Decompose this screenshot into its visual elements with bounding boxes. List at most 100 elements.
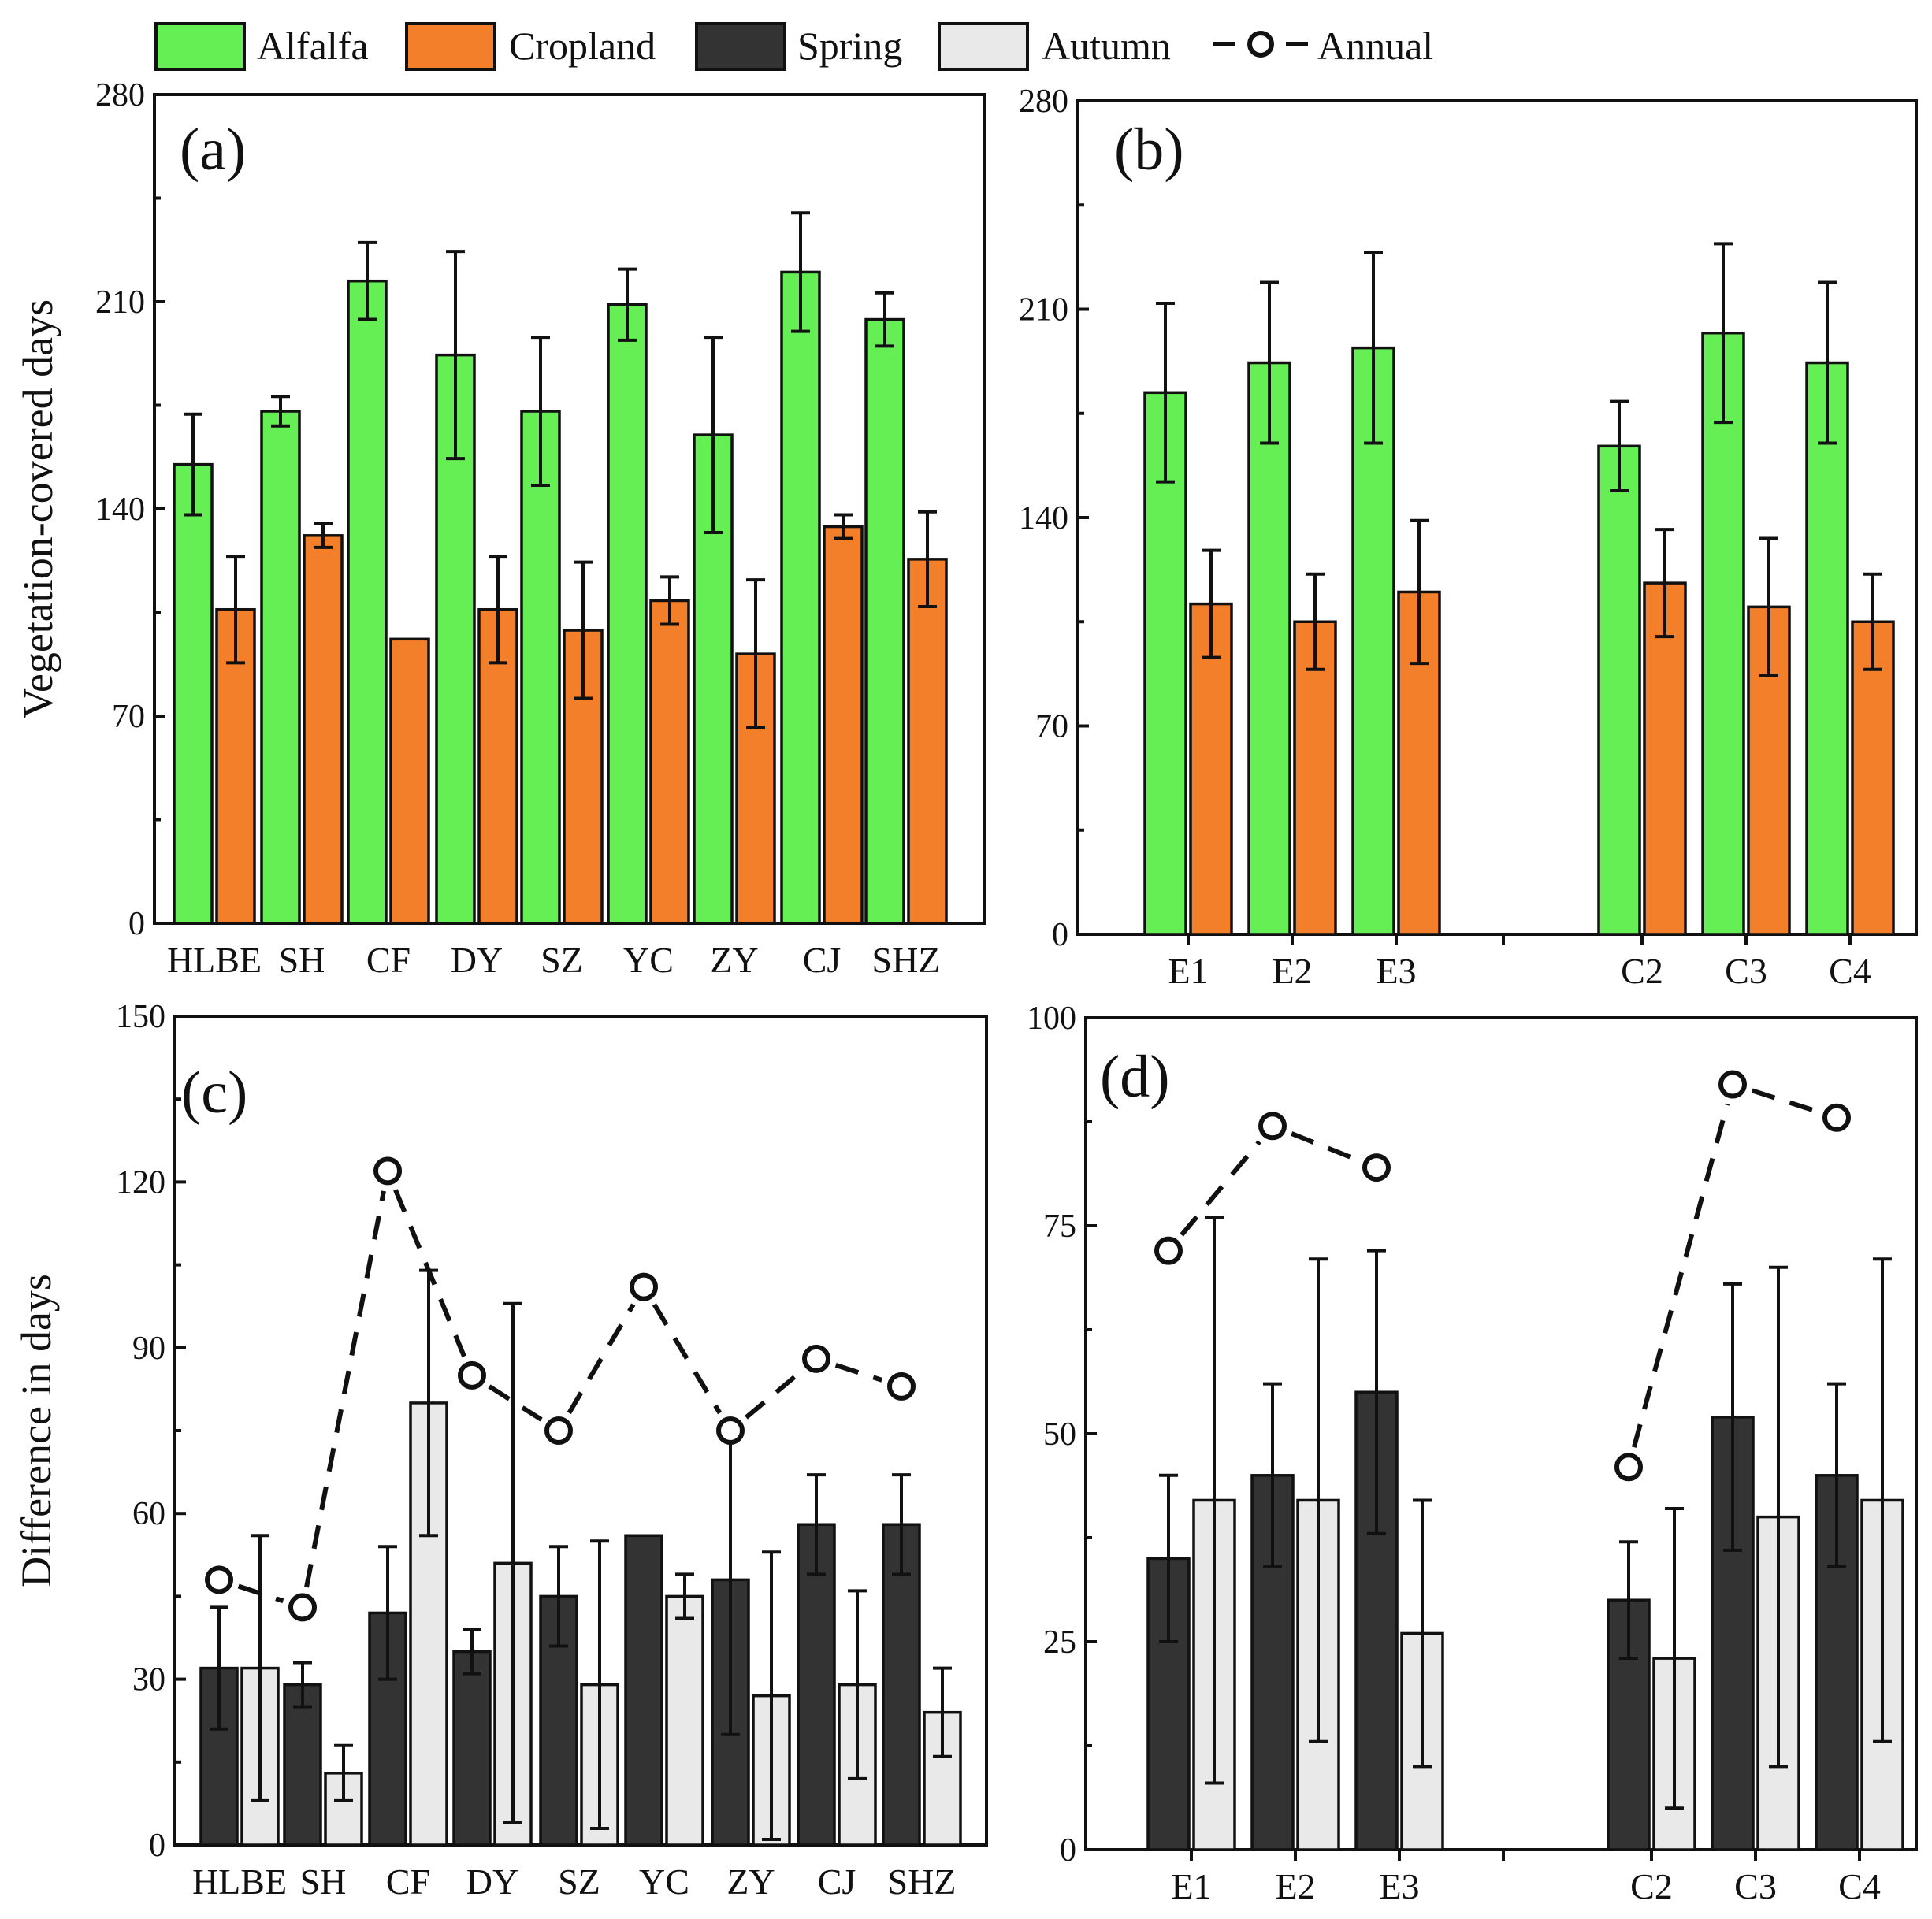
- x-tick-label-a: YC: [623, 940, 674, 980]
- annual-line-segment-c: [652, 1303, 723, 1415]
- bar-cropland-b: [1189, 602, 1233, 936]
- x-tick-label-d: E3: [1379, 1866, 1419, 1906]
- bar-cropland-a: [907, 558, 948, 925]
- y-ticks-c: 0 30 60 90 120 150: [116, 999, 186, 1864]
- x-tick-label-c: DY: [466, 1861, 518, 1902]
- x-tick-label-b: E2: [1272, 951, 1312, 991]
- bar-alfalfa-a: [260, 410, 301, 925]
- legend-label-annual: Annual: [1317, 24, 1433, 68]
- annual-point-d: [1258, 1112, 1287, 1141]
- y-tick-label-a: 280: [95, 77, 145, 113]
- x-tick-label-a: DY: [451, 940, 503, 980]
- x-tick-label-c: HLBE: [192, 1861, 287, 1902]
- panel-label-b: (b): [1114, 117, 1184, 183]
- bar-alfalfa-b: [1351, 346, 1395, 936]
- panel-b: 0 70 140 210 280 E1 E2 E3 C2 C3 C4 (b): [1019, 84, 1918, 991]
- x-tick-label-c: YC: [639, 1861, 689, 1902]
- x-tick-label-c: SH: [300, 1861, 347, 1902]
- y-ticks-a: 0 70 140 210 280: [95, 77, 165, 942]
- y-tick-label-b: 140: [1019, 500, 1068, 536]
- y-tick-label-c: 90: [132, 1331, 165, 1367]
- x-tick-label-d: C3: [1734, 1866, 1777, 1906]
- y-ticks-b: 0 70 140 210 280: [1019, 84, 1089, 953]
- legend-label-autumn: Autumn: [1042, 24, 1171, 68]
- bar-alfalfa-a: [347, 279, 388, 925]
- bar-cropland-a: [303, 534, 344, 925]
- legend-label-cropland: Cropland: [509, 24, 656, 68]
- bar-alfalfa-a: [173, 462, 214, 925]
- legend-swatch-spring: [695, 22, 786, 71]
- legend-label-spring: Spring: [797, 24, 902, 68]
- y-tick-label-b: 70: [1035, 709, 1068, 745]
- y-tick-label-c: 60: [132, 1496, 165, 1532]
- annual-point-c: [373, 1156, 402, 1186]
- bar-spring-c: [452, 1650, 492, 1847]
- panel-label-c: (c): [181, 1060, 247, 1126]
- x-ticks-d: E1 E2 E3 C2 C3 C4: [1171, 1850, 1881, 1906]
- legend-swatch-alfalfa: [154, 22, 246, 71]
- annual-line-c: [205, 1156, 916, 1622]
- y-axis-label-c: Difference in days: [13, 1274, 60, 1587]
- x-tick-label-d: C4: [1838, 1866, 1881, 1906]
- annual-line-segment-c: [745, 1370, 802, 1420]
- x-ticks-c: HLBE SH CF DY SZ YC ZY CJ SHZ: [192, 1861, 957, 1902]
- bar-spring-c: [624, 1534, 663, 1847]
- x-ticks-a: HLBE SH CF DY SZ YC ZY CJ SHZ: [167, 940, 941, 980]
- annual-point-c: [630, 1272, 658, 1301]
- x-tick-label-c: SZ: [558, 1861, 600, 1902]
- x-tick-label-d: C2: [1630, 1866, 1673, 1906]
- annual-line-segment-c: [834, 1363, 883, 1383]
- annual-line-segment-c: [393, 1189, 466, 1357]
- annual-line-segment-c: [304, 1190, 386, 1588]
- annual-point-d: [1362, 1153, 1391, 1182]
- bars-c: [199, 1268, 962, 1847]
- bar-cropland-a: [823, 525, 864, 925]
- x-tick-label-a: HLBE: [167, 940, 262, 980]
- y-tick-label-a: 70: [112, 699, 145, 735]
- bar-spring-c: [882, 1523, 921, 1847]
- y-tick-label-d: 25: [1043, 1624, 1076, 1661]
- annual-point-d: [1154, 1236, 1183, 1265]
- bar-alfalfa-a: [780, 270, 821, 925]
- bars-d: [1146, 1216, 1904, 1851]
- x-ticks-b: E1 E2 E3 C2 C3 C4: [1168, 934, 1871, 991]
- annual-line-segment-d: [1631, 1103, 1730, 1448]
- annual-point-c: [544, 1416, 573, 1445]
- x-tick-label-a: CF: [366, 940, 411, 980]
- annual-line-segment-d: [1291, 1131, 1358, 1163]
- bar-cropland-a: [389, 637, 430, 925]
- bar-alfalfa-b: [1805, 361, 1849, 936]
- annual-point-c: [288, 1593, 317, 1622]
- bar-spring-c: [283, 1683, 322, 1847]
- annual-point-c: [887, 1372, 916, 1401]
- annual-line-segment-d: [1180, 1140, 1261, 1237]
- x-tick-label-a: SZ: [541, 940, 583, 980]
- y-tick-label-c: 120: [116, 1164, 165, 1201]
- panel-a: 0 70 140 210 280 HLBE SH CF DY SZ YC ZY CJ SHZ (a) V…: [14, 77, 986, 980]
- x-tick-label-d: E2: [1275, 1866, 1315, 1906]
- bar-spring-c: [797, 1523, 836, 1847]
- x-tick-label-b: C2: [1621, 951, 1663, 991]
- annual-point-c: [205, 1565, 233, 1594]
- x-tick-label-a: SHZ: [872, 940, 941, 980]
- y-tick-label-b: 210: [1019, 292, 1068, 328]
- bar-alfalfa-a: [607, 303, 648, 925]
- legend-label-alfalfa: Alfalfa: [257, 24, 369, 68]
- x-tick-label-b: E3: [1376, 951, 1416, 991]
- panel-label-a: (a): [180, 117, 246, 183]
- y-tick-label-a: 0: [128, 906, 145, 942]
- annual-point-c: [802, 1344, 830, 1373]
- bar-autumn-c: [324, 1772, 363, 1847]
- bar-alfalfa-b: [1597, 444, 1641, 936]
- bars-b: [1143, 242, 1895, 936]
- y-tick-label-d: 50: [1043, 1416, 1076, 1453]
- annual-line-segment-c: [488, 1384, 543, 1422]
- annual-line-d: [1154, 1070, 1851, 1482]
- bar-cropland-a: [649, 599, 690, 925]
- x-tick-label-b: C3: [1725, 951, 1767, 991]
- x-tick-label-c: CF: [386, 1861, 430, 1902]
- y-tick-label-c: 0: [149, 1828, 165, 1864]
- y-tick-label-b: 280: [1019, 84, 1068, 120]
